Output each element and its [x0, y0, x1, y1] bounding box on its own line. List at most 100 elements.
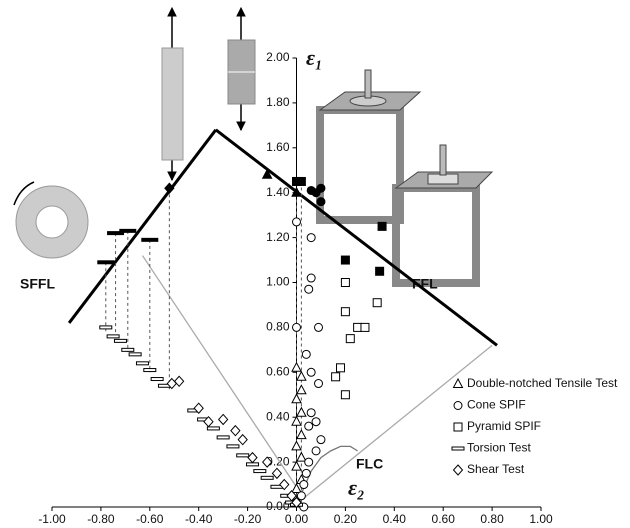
- point: [346, 335, 354, 343]
- point: [142, 238, 158, 241]
- point: [254, 470, 266, 473]
- legend-label: Torsion Test: [467, 441, 531, 455]
- point: [312, 447, 320, 455]
- y-tick-label: 1.00: [266, 275, 290, 289]
- point: [238, 435, 247, 445]
- point: [207, 427, 219, 430]
- point: [100, 326, 112, 329]
- point: [292, 394, 301, 403]
- point: [175, 376, 184, 386]
- point: [272, 468, 281, 478]
- legend-marker: [454, 402, 462, 410]
- point: [293, 218, 301, 226]
- legend-marker: [454, 465, 463, 475]
- point: [297, 430, 306, 439]
- x-tick-label: -0.80: [87, 512, 115, 526]
- x-tick-label: 0.80: [480, 512, 504, 526]
- line: [216, 130, 497, 346]
- point: [297, 372, 306, 381]
- y-tick-label: 1.40: [266, 185, 290, 199]
- x-tick-label: 1.00: [529, 512, 553, 526]
- legend-label: Cone SPIF: [467, 398, 526, 412]
- point: [248, 453, 257, 463]
- x-tick-label: -0.60: [136, 512, 164, 526]
- x-tick-label: 0.20: [334, 512, 358, 526]
- y-tick-label: 1.80: [266, 95, 290, 109]
- point: [297, 385, 306, 394]
- point: [297, 453, 306, 462]
- line-label: SFFL: [20, 276, 55, 292]
- legend-marker: [454, 379, 463, 388]
- point: [237, 454, 249, 457]
- point: [305, 458, 313, 466]
- point: [341, 279, 349, 287]
- point: [261, 476, 273, 479]
- point: [129, 353, 141, 356]
- point: [217, 436, 229, 439]
- x-tick-label: 0.40: [383, 512, 407, 526]
- y-tick-label: 1.20: [266, 230, 290, 244]
- point: [354, 323, 362, 331]
- point: [144, 369, 156, 372]
- y-tick-label: 0.80: [266, 320, 290, 334]
- point: [292, 462, 301, 471]
- point: [151, 378, 163, 381]
- point: [107, 335, 119, 338]
- point: [293, 323, 301, 331]
- point: [297, 177, 305, 185]
- point: [114, 339, 126, 342]
- point: [317, 184, 325, 192]
- line-label: FLC: [356, 456, 383, 472]
- legend-label: Double-notched Tensile Test: [467, 376, 618, 390]
- point: [341, 391, 349, 399]
- x-tick-label: 0.00: [285, 512, 309, 526]
- point: [317, 436, 325, 444]
- point: [312, 418, 320, 426]
- point: [307, 409, 315, 417]
- y-tick-label: 0.60: [266, 364, 290, 378]
- point: [315, 323, 323, 331]
- point: [302, 350, 310, 358]
- point: [219, 414, 228, 424]
- point: [98, 261, 114, 264]
- x-tick-label: 0.60: [432, 512, 456, 526]
- line: [69, 130, 216, 323]
- point: [302, 469, 310, 477]
- point: [307, 368, 315, 376]
- point: [376, 267, 384, 275]
- x-tick-label: -1.00: [38, 512, 66, 526]
- point: [305, 285, 313, 293]
- y-tick-label: 0.40: [266, 409, 290, 423]
- specimen-images: [14, 8, 492, 283]
- point: [332, 373, 340, 381]
- point: [231, 426, 240, 436]
- point: [300, 481, 308, 489]
- y-tick-label: 1.60: [266, 140, 290, 154]
- point: [315, 380, 323, 388]
- point: [297, 408, 306, 417]
- point: [337, 364, 345, 372]
- point: [361, 323, 369, 331]
- point: [136, 362, 148, 365]
- chart: SFFL FFL FLC ε₁ ε₂ -1.00-0.80-0.60-0.40-…: [0, 0, 630, 528]
- point: [292, 363, 301, 372]
- x-tick-label: -0.40: [185, 512, 213, 526]
- point: [305, 422, 313, 430]
- point: [120, 229, 136, 232]
- legend-label: Shear Test: [467, 462, 525, 476]
- legend-marker: [454, 423, 462, 431]
- point: [341, 308, 349, 316]
- point: [317, 198, 325, 206]
- y-axis-label: ε₁: [306, 45, 323, 70]
- point: [307, 234, 315, 242]
- point: [373, 299, 381, 307]
- legend-label: Pyramid SPIF: [467, 419, 541, 433]
- point: [341, 256, 349, 264]
- point: [378, 222, 386, 230]
- legend-marker: [452, 447, 464, 450]
- point: [227, 445, 239, 448]
- x-axis-label: ε₂: [348, 475, 365, 500]
- y-tick-label: 2.00: [266, 50, 290, 64]
- point: [122, 348, 134, 351]
- x-tick-label: -0.20: [234, 512, 262, 526]
